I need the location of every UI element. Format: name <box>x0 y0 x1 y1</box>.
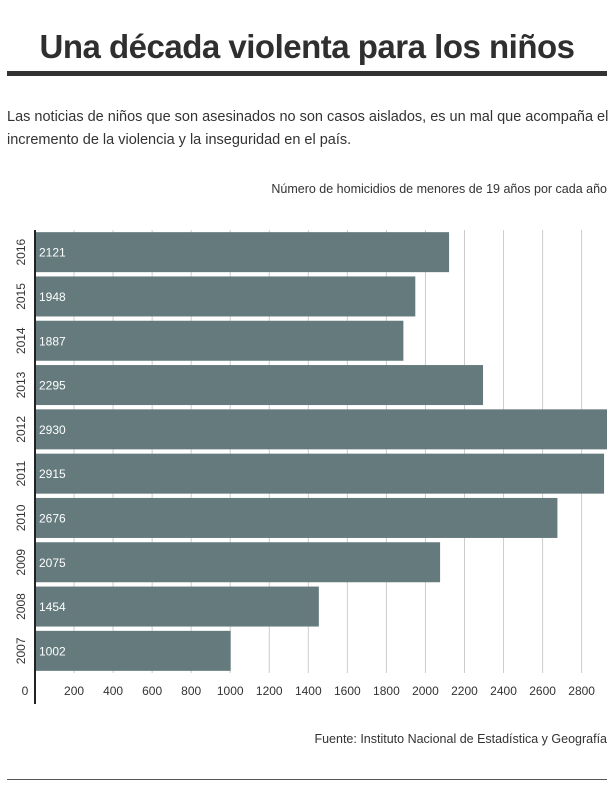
footer-divider <box>7 779 607 780</box>
bar-value-label: 1887 <box>39 334 66 348</box>
x-tick-label: 1400 <box>295 684 322 698</box>
y-tick-label: 2013 <box>14 371 28 398</box>
chart-title: Número de homicidios de menores de 19 añ… <box>271 182 607 196</box>
y-tick-label: 2012 <box>14 416 28 443</box>
y-tick-label: 2008 <box>14 593 28 620</box>
bar-2011 <box>35 453 605 494</box>
bar-value-label: 2295 <box>39 379 66 393</box>
source-note: Fuente: Instituto Nacional de Estadístic… <box>314 732 607 746</box>
x-tick-label: 200 <box>64 684 84 698</box>
y-tick-label: 2010 <box>14 504 28 531</box>
bar-value-label: 2930 <box>39 423 66 437</box>
x-tick-label: 2400 <box>490 684 517 698</box>
page-title: Una década violenta para los niños <box>39 28 576 65</box>
bar-2007 <box>35 630 231 671</box>
y-tick-label: 2007 <box>14 637 28 664</box>
bar-value-label: 2915 <box>39 467 66 481</box>
x-tick-label: 1600 <box>334 684 361 698</box>
x-tick-label: 1000 <box>217 684 244 698</box>
x-tick-label: 2200 <box>451 684 478 698</box>
y-tick-label: 2015 <box>14 283 28 310</box>
bar-value-label: 1454 <box>39 600 66 614</box>
bar-2009 <box>35 542 441 583</box>
x-tick-label: 2600 <box>529 684 556 698</box>
title-divider <box>7 71 607 76</box>
x-tick-label: 600 <box>142 684 162 698</box>
y-tick-label: 2011 <box>14 460 28 486</box>
bar-value-label: 2121 <box>39 246 66 260</box>
x-tick-label: 2000 <box>412 684 439 698</box>
bar-chart: 2121 2016 1948 2015 1887 2014 2295 2013 2930 2012… <box>14 230 607 704</box>
x-tick-label: 0 <box>22 684 29 698</box>
x-tick-label: 400 <box>103 684 123 698</box>
bar-2016 <box>35 232 450 273</box>
y-tick-label: 2016 <box>14 238 28 265</box>
bar-value-label: 2075 <box>39 556 66 570</box>
bar-2010 <box>35 497 558 538</box>
intro-paragraph: Las noticias de niños que son asesinados… <box>7 109 609 148</box>
bar-value-label: 1002 <box>39 644 66 658</box>
y-tick-label: 2014 <box>14 327 28 354</box>
bar-2015 <box>35 276 416 317</box>
bar-2008 <box>35 586 319 627</box>
bar-2014 <box>35 320 404 361</box>
bar-2012 <box>35 409 607 450</box>
x-tick-label: 1200 <box>256 684 283 698</box>
x-tick-label: 800 <box>181 684 201 698</box>
x-tick-label: 1800 <box>373 684 400 698</box>
bar-value-label: 2676 <box>39 511 66 525</box>
bar-2013 <box>35 365 484 406</box>
y-tick-label: 2009 <box>14 549 28 576</box>
bar-value-label: 1948 <box>39 290 66 304</box>
x-tick-label: 2800 <box>568 684 595 698</box>
